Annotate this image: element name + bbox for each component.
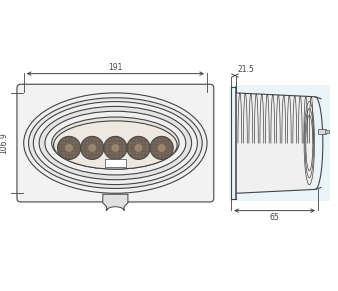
Circle shape <box>65 144 73 152</box>
Text: 21.5: 21.5 <box>237 65 254 74</box>
Ellipse shape <box>39 107 192 180</box>
Ellipse shape <box>24 93 207 193</box>
Circle shape <box>111 144 119 152</box>
Text: 106.9: 106.9 <box>0 132 8 154</box>
Text: 65: 65 <box>270 212 280 221</box>
Circle shape <box>104 136 127 159</box>
Circle shape <box>88 144 96 152</box>
Ellipse shape <box>33 102 197 184</box>
Bar <box>229 85 330 201</box>
Polygon shape <box>103 194 128 211</box>
Bar <box>318 129 326 134</box>
Polygon shape <box>236 93 315 193</box>
Ellipse shape <box>54 121 177 169</box>
Circle shape <box>127 136 150 159</box>
Bar <box>325 130 329 133</box>
Bar <box>28 101 203 186</box>
Circle shape <box>135 144 143 152</box>
Circle shape <box>57 136 81 159</box>
Circle shape <box>150 136 173 159</box>
FancyBboxPatch shape <box>17 84 214 202</box>
Circle shape <box>158 144 166 152</box>
Ellipse shape <box>45 111 186 175</box>
Ellipse shape <box>52 117 179 169</box>
Ellipse shape <box>28 98 202 189</box>
Text: 191: 191 <box>108 63 123 72</box>
Circle shape <box>81 136 104 159</box>
Bar <box>105 159 126 167</box>
